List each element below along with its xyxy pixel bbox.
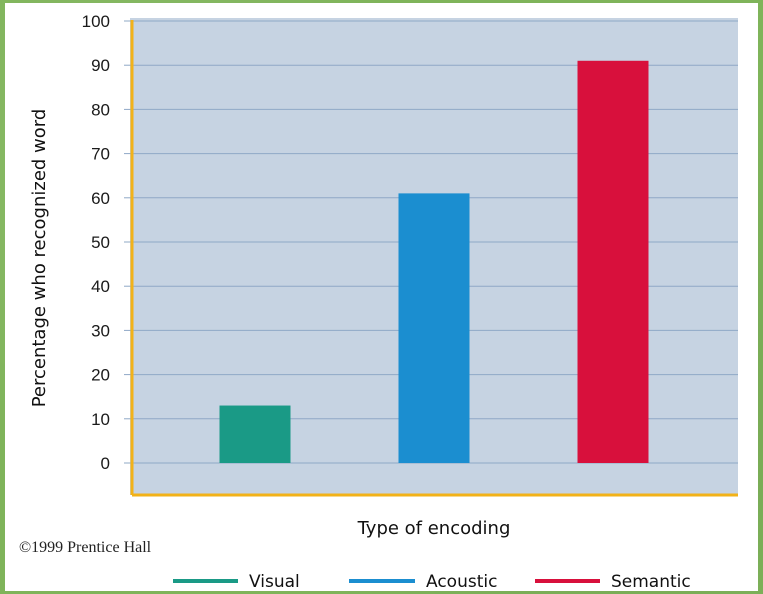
bar-semantic	[577, 60, 649, 463]
legend: Visual Acoustic Semantic	[173, 572, 691, 591]
y-tick-label-40: 40	[91, 277, 110, 296]
bar-acoustic	[398, 193, 470, 463]
y-tick-label-0: 0	[101, 454, 110, 473]
y-tick-labels: 0 10 20 30 40 50 60 70 80 90 100	[82, 12, 110, 473]
legend-label-semantic: Semantic	[611, 572, 691, 591]
x-axis-label: Type of encoding	[357, 518, 511, 539]
y-axis-label: Percentage who recognized word	[29, 109, 50, 408]
bars-layer	[219, 60, 649, 463]
bar-chart: 0 10 20 30 40 50 60 70 80 90 100 Percentage who re…	[19, 12, 738, 591]
y-tick-label-80: 80	[91, 100, 110, 119]
y-tick-label-70: 70	[91, 145, 110, 164]
chart-card: 0 10 20 30 40 50 60 70 80 90 100 Percentage who re…	[5, 3, 758, 591]
bar-visual	[219, 405, 291, 463]
legend-label-visual: Visual	[249, 572, 300, 591]
y-tick-label-30: 30	[91, 321, 110, 340]
copyright-credit: ©1999 Prentice Hall	[19, 539, 152, 556]
axis-layer	[124, 20, 738, 497]
y-tick-label-60: 60	[91, 189, 110, 208]
y-tick-label-100: 100	[82, 12, 110, 31]
y-tick-label-50: 50	[91, 233, 110, 252]
y-tick-label-20: 20	[91, 366, 110, 385]
legend-label-acoustic: Acoustic	[426, 572, 497, 591]
y-tick-label-90: 90	[91, 56, 110, 75]
y-tick-label-10: 10	[91, 410, 110, 429]
